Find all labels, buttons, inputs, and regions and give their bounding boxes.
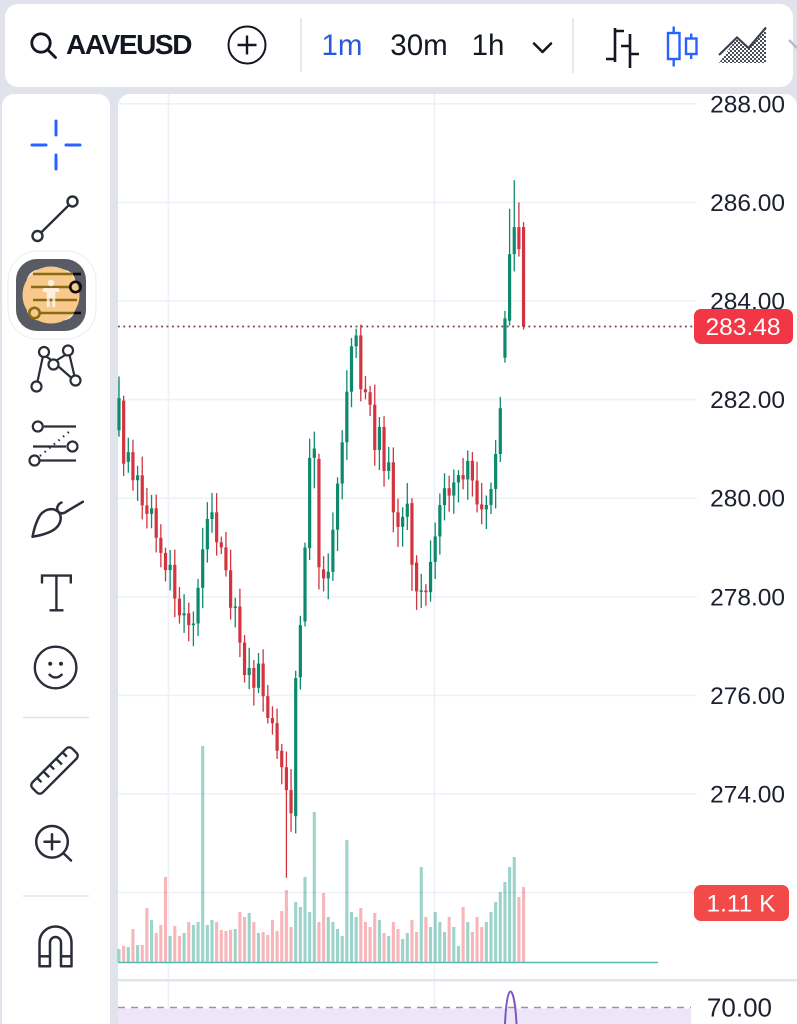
svg-text:280.00: 280.00 (710, 486, 785, 513)
svg-text:274.00: 274.00 (710, 782, 785, 809)
svg-text:AAVEUSD: AAVEUSD (66, 29, 192, 60)
svg-text:1h: 1h (472, 29, 505, 62)
svg-text:282.00: 282.00 (710, 387, 785, 414)
svg-text:1m: 1m (322, 29, 363, 62)
svg-text:70.00: 70.00 (707, 993, 772, 1023)
svg-text:276.00: 276.00 (710, 683, 785, 710)
svg-text:1.11 K: 1.11 K (706, 891, 776, 918)
svg-text:286.00: 286.00 (710, 190, 785, 217)
svg-text:288.00: 288.00 (710, 91, 785, 118)
svg-text:30m: 30m (390, 29, 447, 62)
svg-text:278.00: 278.00 (710, 584, 785, 611)
svg-text:283.48: 283.48 (706, 314, 781, 341)
